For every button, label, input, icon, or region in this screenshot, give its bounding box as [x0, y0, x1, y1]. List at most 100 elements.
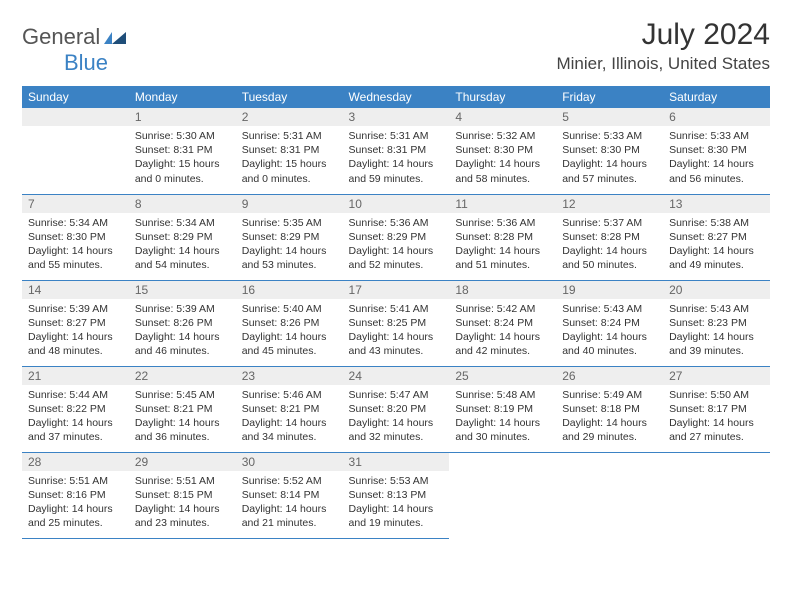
calendar-cell: 23Sunrise: 5:46 AMSunset: 8:21 PMDayligh… [236, 366, 343, 452]
calendar-cell: 19Sunrise: 5:43 AMSunset: 8:24 PMDayligh… [556, 280, 663, 366]
day-number: 17 [343, 281, 450, 299]
day-number: 14 [22, 281, 129, 299]
logo-text-1: General [22, 24, 100, 49]
calendar-cell: 17Sunrise: 5:41 AMSunset: 8:25 PMDayligh… [343, 280, 450, 366]
weekday-header: Tuesday [236, 86, 343, 108]
day-details: Sunrise: 5:44 AMSunset: 8:22 PMDaylight:… [22, 385, 129, 449]
calendar-cell: 18Sunrise: 5:42 AMSunset: 8:24 PMDayligh… [449, 280, 556, 366]
day-details: Sunrise: 5:52 AMSunset: 8:14 PMDaylight:… [236, 471, 343, 535]
weekday-header: Sunday [22, 86, 129, 108]
day-number: 20 [663, 281, 770, 299]
day-details: Sunrise: 5:43 AMSunset: 8:23 PMDaylight:… [663, 299, 770, 363]
calendar-cell: 3Sunrise: 5:31 AMSunset: 8:31 PMDaylight… [343, 108, 450, 194]
day-details: Sunrise: 5:31 AMSunset: 8:31 PMDaylight:… [343, 126, 450, 190]
day-details: Sunrise: 5:46 AMSunset: 8:21 PMDaylight:… [236, 385, 343, 449]
day-number: 19 [556, 281, 663, 299]
calendar-cell: 13Sunrise: 5:38 AMSunset: 8:27 PMDayligh… [663, 194, 770, 280]
day-details: Sunrise: 5:34 AMSunset: 8:29 PMDaylight:… [129, 213, 236, 277]
day-of-week-row: SundayMondayTuesdayWednesdayThursdayFrid… [22, 86, 770, 108]
title-block: July 2024 Minier, Illinois, United State… [556, 18, 770, 74]
day-number: 9 [236, 195, 343, 213]
day-details: Sunrise: 5:31 AMSunset: 8:31 PMDaylight:… [236, 126, 343, 190]
day-details: Sunrise: 5:32 AMSunset: 8:30 PMDaylight:… [449, 126, 556, 190]
calendar-cell: 5Sunrise: 5:33 AMSunset: 8:30 PMDaylight… [556, 108, 663, 194]
calendar-cell: 4Sunrise: 5:32 AMSunset: 8:30 PMDaylight… [449, 108, 556, 194]
day-details: Sunrise: 5:42 AMSunset: 8:24 PMDaylight:… [449, 299, 556, 363]
day-number [22, 108, 129, 126]
calendar-cell: 11Sunrise: 5:36 AMSunset: 8:28 PMDayligh… [449, 194, 556, 280]
calendar-cell: 8Sunrise: 5:34 AMSunset: 8:29 PMDaylight… [129, 194, 236, 280]
day-details: Sunrise: 5:39 AMSunset: 8:26 PMDaylight:… [129, 299, 236, 363]
day-number: 31 [343, 453, 450, 471]
logo: GeneralBlue [22, 24, 128, 76]
calendar-week-row: 1Sunrise: 5:30 AMSunset: 8:31 PMDaylight… [22, 108, 770, 194]
calendar-week-row: 28Sunrise: 5:51 AMSunset: 8:16 PMDayligh… [22, 452, 770, 538]
day-details: Sunrise: 5:36 AMSunset: 8:29 PMDaylight:… [343, 213, 450, 277]
calendar-cell: 6Sunrise: 5:33 AMSunset: 8:30 PMDaylight… [663, 108, 770, 194]
day-details: Sunrise: 5:49 AMSunset: 8:18 PMDaylight:… [556, 385, 663, 449]
day-details: Sunrise: 5:38 AMSunset: 8:27 PMDaylight:… [663, 213, 770, 277]
day-number: 12 [556, 195, 663, 213]
day-details: Sunrise: 5:51 AMSunset: 8:16 PMDaylight:… [22, 471, 129, 535]
location-label: Minier, Illinois, United States [556, 54, 770, 74]
calendar-cell: 15Sunrise: 5:39 AMSunset: 8:26 PMDayligh… [129, 280, 236, 366]
day-number: 28 [22, 453, 129, 471]
day-details: Sunrise: 5:35 AMSunset: 8:29 PMDaylight:… [236, 213, 343, 277]
calendar-cell: 30Sunrise: 5:52 AMSunset: 8:14 PMDayligh… [236, 452, 343, 538]
calendar-cell: 7Sunrise: 5:34 AMSunset: 8:30 PMDaylight… [22, 194, 129, 280]
calendar-cell: 21Sunrise: 5:44 AMSunset: 8:22 PMDayligh… [22, 366, 129, 452]
day-number: 6 [663, 108, 770, 126]
day-number: 27 [663, 367, 770, 385]
day-number: 8 [129, 195, 236, 213]
calendar-cell [556, 452, 663, 538]
calendar-cell: 9Sunrise: 5:35 AMSunset: 8:29 PMDaylight… [236, 194, 343, 280]
calendar-cell [449, 452, 556, 538]
day-number: 18 [449, 281, 556, 299]
calendar-cell: 12Sunrise: 5:37 AMSunset: 8:28 PMDayligh… [556, 194, 663, 280]
day-details: Sunrise: 5:47 AMSunset: 8:20 PMDaylight:… [343, 385, 450, 449]
day-details: Sunrise: 5:43 AMSunset: 8:24 PMDaylight:… [556, 299, 663, 363]
day-details: Sunrise: 5:39 AMSunset: 8:27 PMDaylight:… [22, 299, 129, 363]
calendar-cell: 22Sunrise: 5:45 AMSunset: 8:21 PMDayligh… [129, 366, 236, 452]
calendar-cell [663, 452, 770, 538]
calendar-week-row: 7Sunrise: 5:34 AMSunset: 8:30 PMDaylight… [22, 194, 770, 280]
day-details: Sunrise: 5:51 AMSunset: 8:15 PMDaylight:… [129, 471, 236, 535]
weekday-header: Saturday [663, 86, 770, 108]
day-number: 26 [556, 367, 663, 385]
day-number: 25 [449, 367, 556, 385]
header: GeneralBlue July 2024 Minier, Illinois, … [22, 18, 770, 76]
day-details: Sunrise: 5:50 AMSunset: 8:17 PMDaylight:… [663, 385, 770, 449]
weekday-header: Wednesday [343, 86, 450, 108]
day-number: 3 [343, 108, 450, 126]
calendar-cell: 1Sunrise: 5:30 AMSunset: 8:31 PMDaylight… [129, 108, 236, 194]
page-title: July 2024 [556, 18, 770, 52]
day-number: 11 [449, 195, 556, 213]
day-number: 29 [129, 453, 236, 471]
day-number: 2 [236, 108, 343, 126]
day-number: 30 [236, 453, 343, 471]
calendar-cell: 10Sunrise: 5:36 AMSunset: 8:29 PMDayligh… [343, 194, 450, 280]
weekday-header: Friday [556, 86, 663, 108]
calendar-cell: 31Sunrise: 5:53 AMSunset: 8:13 PMDayligh… [343, 452, 450, 538]
day-details: Sunrise: 5:40 AMSunset: 8:26 PMDaylight:… [236, 299, 343, 363]
day-details: Sunrise: 5:36 AMSunset: 8:28 PMDaylight:… [449, 213, 556, 277]
weekday-header: Monday [129, 86, 236, 108]
calendar-table: SundayMondayTuesdayWednesdayThursdayFrid… [22, 86, 770, 539]
day-details: Sunrise: 5:53 AMSunset: 8:13 PMDaylight:… [343, 471, 450, 535]
day-number: 1 [129, 108, 236, 126]
calendar-cell: 16Sunrise: 5:40 AMSunset: 8:26 PMDayligh… [236, 280, 343, 366]
day-number: 16 [236, 281, 343, 299]
day-number: 5 [556, 108, 663, 126]
day-details: Sunrise: 5:30 AMSunset: 8:31 PMDaylight:… [129, 126, 236, 190]
calendar-cell: 28Sunrise: 5:51 AMSunset: 8:16 PMDayligh… [22, 452, 129, 538]
day-details: Sunrise: 5:33 AMSunset: 8:30 PMDaylight:… [663, 126, 770, 190]
day-details: Sunrise: 5:41 AMSunset: 8:25 PMDaylight:… [343, 299, 450, 363]
day-number: 7 [22, 195, 129, 213]
day-number: 10 [343, 195, 450, 213]
logo-icon [104, 24, 128, 49]
calendar-cell: 24Sunrise: 5:47 AMSunset: 8:20 PMDayligh… [343, 366, 450, 452]
day-details: Sunrise: 5:45 AMSunset: 8:21 PMDaylight:… [129, 385, 236, 449]
day-details: Sunrise: 5:48 AMSunset: 8:19 PMDaylight:… [449, 385, 556, 449]
calendar-cell [22, 108, 129, 194]
day-details: Sunrise: 5:34 AMSunset: 8:30 PMDaylight:… [22, 213, 129, 277]
